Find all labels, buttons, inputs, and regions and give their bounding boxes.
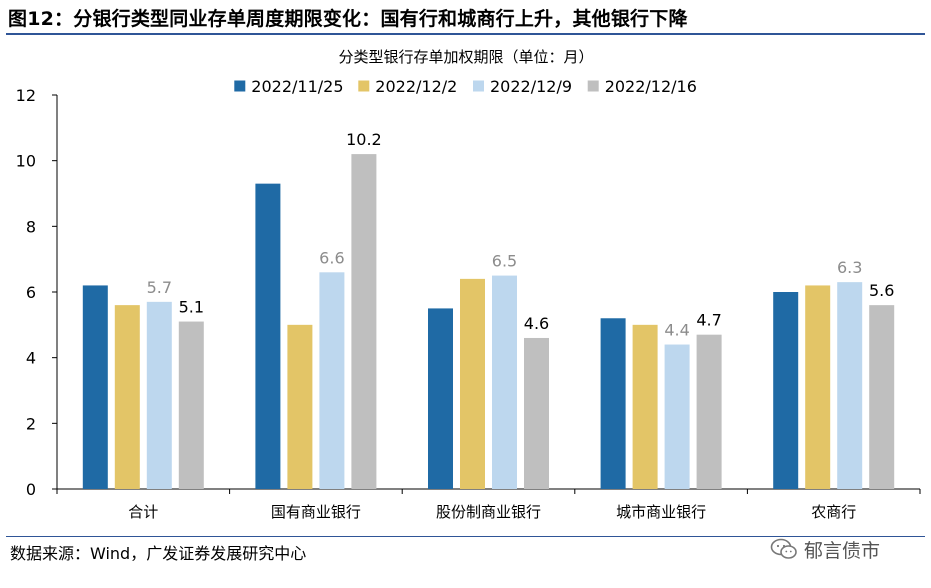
y-tick-label: 10 [16, 152, 36, 171]
bar [696, 334, 722, 489]
bar [460, 278, 485, 489]
legend: 2022/11/25 2022/12/2 2022/12/9 2022/12/16 [234, 77, 697, 96]
data-labels: 5.7 6.6 6.5 4.4 6.3 5.1 10.2 4.6 4.7 5.6 [147, 130, 895, 339]
bar [428, 308, 453, 489]
legend-label: 2022/12/16 [605, 77, 697, 96]
x-tick-label: 股份制商业银行 [436, 503, 541, 521]
data-label: 10.2 [346, 130, 382, 149]
legend-label: 2022/12/2 [375, 77, 457, 96]
bar [319, 272, 345, 489]
data-label: 4.4 [664, 321, 689, 340]
bar [178, 321, 204, 489]
bar [773, 292, 799, 489]
data-label: 5.1 [179, 298, 204, 317]
chart-title: 分类型银行存单加权期限（单位：月） [338, 48, 593, 66]
y-tick-label: 12 [16, 86, 36, 105]
legend-swatch [473, 80, 484, 92]
legend-label: 2022/12/9 [490, 77, 572, 96]
bar [805, 285, 831, 489]
bar [82, 285, 108, 489]
figure-title: 图12：分银行类型同业存单周度期限变化：国有行和城商行上升，其他银行下降 [8, 8, 688, 30]
bar [524, 337, 549, 489]
bar-chart: 分类型银行存单加权期限（单位：月） 2022/11/25 2022/12/2 202… [16, 48, 921, 521]
data-label: 6.3 [837, 258, 862, 277]
data-label: 6.6 [319, 248, 344, 267]
bar [869, 305, 895, 489]
bar [600, 318, 626, 489]
watermark-text: 郁言债市 [804, 539, 881, 562]
data-label: 5.6 [869, 281, 894, 300]
legend-swatch [358, 80, 370, 92]
data-label: 6.5 [492, 252, 517, 271]
bars [82, 154, 895, 489]
source-note: 数据来源：Wind，广发证券发展研究中心 [10, 544, 307, 563]
data-label: 4.7 [696, 311, 721, 330]
axes: 0 2 4 6 8 10 12 合计 国有商业银行 股份制商业银行 城市商业银行 农商行 [16, 86, 921, 521]
y-tick-label: 2 [26, 414, 36, 433]
bar [255, 183, 281, 489]
bar [287, 324, 313, 489]
bar [351, 154, 377, 489]
bar [114, 305, 140, 489]
watermark: 郁言债市 [770, 534, 920, 564]
legend-swatch [587, 80, 599, 92]
y-tick-label: 8 [26, 217, 36, 236]
x-tick-label: 城市商业银行 [616, 503, 706, 521]
wechat-icon [770, 538, 797, 559]
footer-divider [6, 536, 925, 537]
y-tick-label: 0 [26, 480, 36, 499]
legend-swatch [234, 80, 246, 92]
bar [492, 275, 517, 489]
y-tick-label: 4 [26, 349, 36, 368]
data-label: 4.6 [524, 314, 549, 333]
x-tick-label: 农商行 [811, 503, 856, 521]
x-tick-label: 国有商业银行 [271, 503, 361, 521]
title-divider [6, 33, 925, 35]
bar [837, 282, 863, 489]
legend-label: 2022/11/25 [251, 77, 343, 96]
data-label: 5.7 [147, 278, 172, 297]
y-tick-label: 6 [26, 283, 36, 302]
bar [664, 344, 690, 489]
bar [146, 301, 172, 489]
bar [632, 324, 658, 489]
x-tick-label: 合计 [128, 503, 158, 521]
